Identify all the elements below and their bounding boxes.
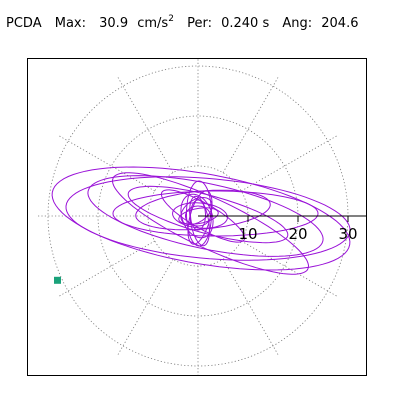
radial-tick-label-1: 10 xyxy=(238,225,257,243)
plot-frame xyxy=(27,58,367,376)
ang-label: Ang: xyxy=(282,16,313,31)
trace-loop-2 xyxy=(65,176,351,261)
grid-spoke-120 xyxy=(117,77,174,173)
grid-spoke-300 xyxy=(222,259,279,355)
trace-loop-9 xyxy=(186,180,212,247)
motion-trace xyxy=(51,166,351,275)
trace-loop-6 xyxy=(135,189,271,231)
max-label: Max: xyxy=(54,16,86,31)
grid-spoke-30 xyxy=(241,135,337,192)
trace-loop-16 xyxy=(180,197,213,225)
radial-axis: 10 20 30 xyxy=(198,215,366,243)
peak-marker-layer xyxy=(54,276,61,284)
trace-loop-17 xyxy=(189,195,210,247)
trace-loop-5 xyxy=(127,185,289,244)
grid-spoke-240 xyxy=(117,259,174,355)
grid-spoke-150 xyxy=(59,135,155,192)
chart-header: PCDA Max: 30.9 cm/s2 Per: 0.240 s Ang: 2… xyxy=(6,14,359,36)
trace-loop-8 xyxy=(160,189,246,243)
per-value: 0.240 s xyxy=(221,16,270,31)
trace-loop-15 xyxy=(172,202,228,229)
grid-spoke-210 xyxy=(59,240,155,297)
radial-tick-label-2: 20 xyxy=(288,225,307,243)
grid-spoke-60 xyxy=(222,77,279,173)
peak-marker xyxy=(54,276,61,284)
trace-loop-7 xyxy=(111,172,310,275)
grid-spoke-330 xyxy=(241,240,337,297)
radial-tick-label-3: 30 xyxy=(338,225,357,243)
per-label: Per: xyxy=(187,16,212,31)
ang-value: 204.6 xyxy=(321,16,359,31)
max-value: 30.9 xyxy=(99,16,129,31)
max-unit-exponent: 2 xyxy=(168,14,174,24)
trace-loop-4 xyxy=(112,190,319,237)
trace-loop-3 xyxy=(87,175,324,257)
trace-loop-14 xyxy=(185,205,211,227)
trace-loop-1 xyxy=(51,166,351,271)
max-unit: cm/s xyxy=(137,16,169,31)
trace-loop-10 xyxy=(180,193,214,239)
station-code: PCDA xyxy=(6,16,42,31)
